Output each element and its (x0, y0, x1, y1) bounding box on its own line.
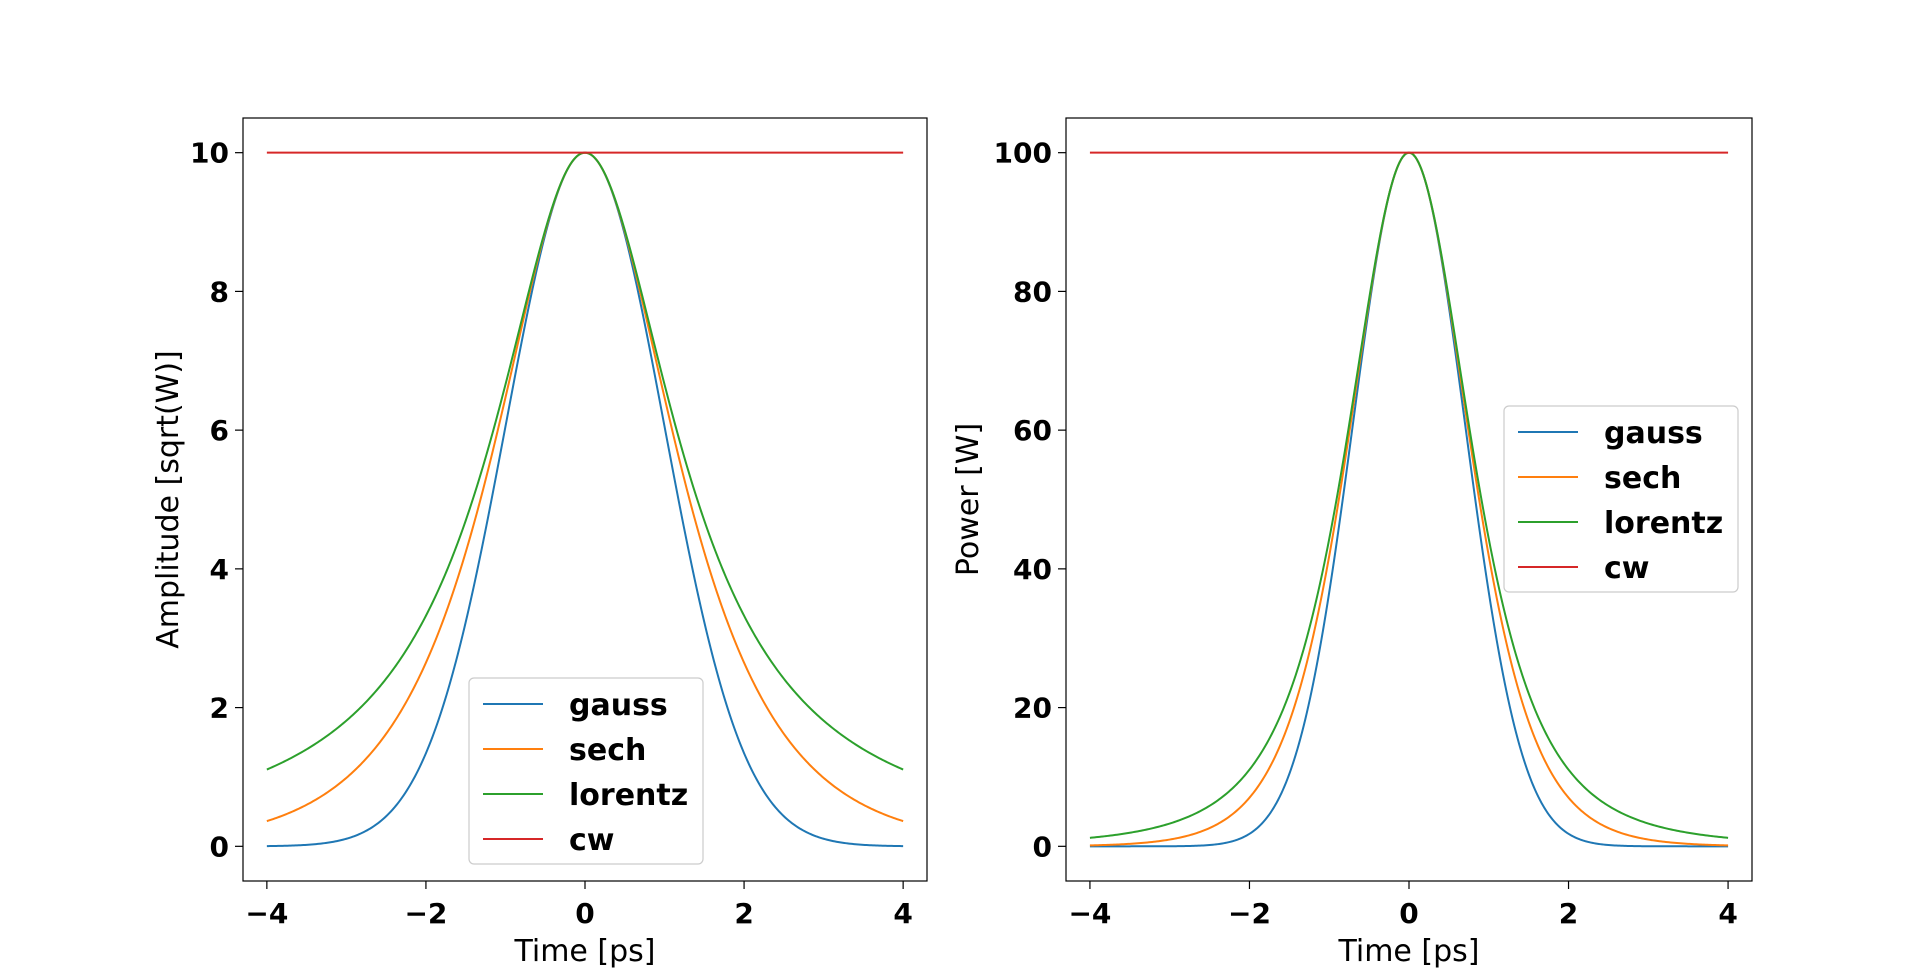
amplitude-legend-label-cw: cw (569, 823, 615, 858)
amplitude-legend: gauss sech lorentz cw (468, 677, 704, 865)
amplitude-legend-label-lorentz: lorentz (569, 778, 688, 813)
amplitude-y-axis-label: Amplitude [sqrt(W)] (151, 350, 186, 649)
amplitude-legend-label-gauss: gauss (569, 688, 668, 723)
power-x-tick-label: 0 (1399, 897, 1418, 930)
amplitude-y-tick-label: 10 (190, 137, 229, 170)
power-x-tick-label: −4 (1068, 897, 1111, 930)
amplitude-x-tick-label: 0 (575, 897, 594, 930)
amplitude-legend-label-sech: sech (569, 733, 646, 768)
power-y-tick-label: 0 (1033, 830, 1052, 863)
power-legend-label-sech: sech (1604, 461, 1681, 496)
power-x-tick-label: 4 (1718, 897, 1737, 930)
amplitude-y-tick-label: 4 (210, 553, 229, 586)
amplitude-x-tick-label: −4 (245, 897, 288, 930)
power-legend-label-lorentz: lorentz (1604, 506, 1723, 541)
power-y-tick-label: 60 (1013, 414, 1052, 447)
amplitude-legend-box (468, 677, 704, 865)
amplitude-chart: −4 −2 0 2 4 0 2 4 6 8 10 Time [ps] Amplitude [sqrt… (151, 117, 928, 969)
amplitude-x-tick-label: 2 (734, 897, 753, 930)
amplitude-x-tick-label: 4 (893, 897, 912, 930)
power-y-tick-label: 20 (1013, 692, 1052, 725)
amplitude-y-tick-label: 2 (210, 692, 229, 725)
amplitude-y-tick-label: 0 (210, 830, 229, 863)
power-x-axis-label: Time [ps] (1337, 934, 1479, 969)
amplitude-axes: −4 −2 0 2 4 0 2 4 6 8 10 (190, 117, 928, 930)
power-series-layer (1089, 151, 1729, 848)
power-y-tick-label: 80 (1013, 275, 1052, 308)
power-legend-label-gauss: gauss (1604, 416, 1703, 451)
amplitude-y-tick-label: 8 (210, 275, 229, 308)
power-x-tick-label: 2 (1559, 897, 1578, 930)
amplitude-x-axis-label: Time [ps] (513, 934, 655, 969)
power-y-axis-label: Power [W] (951, 423, 986, 576)
amplitude-series-layer (266, 151, 904, 848)
power-y-tick-label: 100 (994, 137, 1052, 170)
amplitude-series-lorentz-line (266, 151, 904, 771)
power-y-tick-label: 40 (1013, 553, 1052, 586)
power-legend-box (1503, 405, 1739, 593)
power-legend-label-cw: cw (1604, 551, 1650, 586)
power-x-tick-label: −2 (1228, 897, 1271, 930)
power-legend: gauss sech lorentz cw (1503, 405, 1739, 593)
amplitude-x-tick-label: −2 (404, 897, 447, 930)
amplitude-y-tick-label: 6 (210, 414, 229, 447)
